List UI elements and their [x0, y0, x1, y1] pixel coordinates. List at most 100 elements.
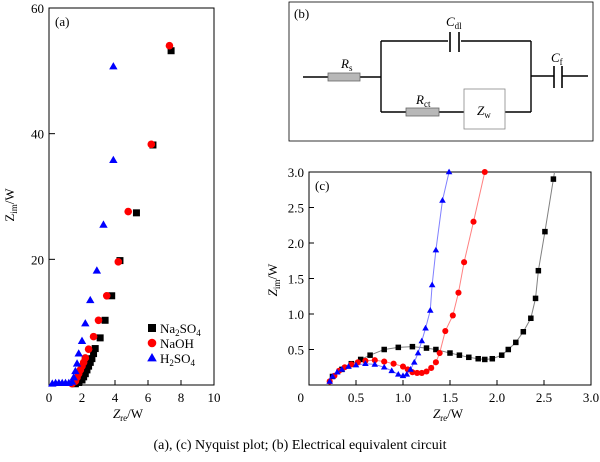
capacitor-cdl [449, 32, 460, 52]
resistor-rs [327, 72, 361, 82]
data-point-na2so4 [83, 366, 91, 374]
data-point-h2so4 [92, 266, 102, 274]
panel-b-label: (b) [294, 6, 309, 21]
figure-caption: (a), (c) Nyquist plot; (b) Electrical eq… [153, 438, 447, 453]
data-point-na2so4 [81, 370, 89, 378]
data-point-h2so4 [422, 324, 429, 331]
data-point-h2so4 [329, 373, 336, 379]
y-tick-label: 2.5 [288, 201, 304, 216]
data-point-naoh [432, 359, 439, 366]
origin-label: 0 [298, 390, 305, 405]
label-cf: Cf [551, 50, 563, 67]
data-point-h2so4 [69, 373, 78, 381]
data-point-naoh [390, 360, 397, 367]
data-point-naoh [147, 140, 156, 149]
data-point-naoh [428, 364, 435, 372]
data-point-h2so4 [395, 370, 402, 377]
data-point-h2so4 [326, 378, 333, 384]
data-point-na2so4 [395, 344, 402, 351]
data-point-na2so4 [409, 343, 416, 350]
data-point-h2so4 [380, 363, 388, 370]
panel-b-equivalent-circuit: (b) Rs Cdl Rct Zw Cf [288, 1, 594, 142]
data-point-na2so4 [357, 356, 364, 363]
data-point-na2so4 [535, 267, 542, 274]
data-point-h2so4 [74, 349, 83, 357]
data-point-naoh [94, 316, 103, 325]
label-zw: Zw [477, 103, 491, 120]
label-rct: Rct [415, 92, 431, 109]
data-point-naoh [102, 291, 111, 300]
x-tick-label: 0 [46, 390, 53, 405]
data-point-na2so4 [88, 355, 96, 363]
data-point-na2so4 [498, 352, 505, 358]
data-point-h2so4 [388, 367, 396, 374]
warburg-element-zw [463, 88, 506, 130]
data-point-h2so4 [109, 155, 118, 163]
legend-marker-naoh [147, 338, 157, 348]
y-tick-label: 2.0 [288, 236, 304, 251]
data-point-na2so4 [475, 355, 481, 362]
data-point-na2so4 [132, 209, 140, 217]
fit-line-na2so4 [332, 172, 556, 377]
data-point-naoh [371, 357, 378, 364]
data-point-na2so4 [456, 352, 463, 358]
resistor-rct [405, 107, 440, 117]
y-tick-label: 3.0 [288, 165, 304, 180]
data-point-h2so4 [345, 363, 352, 369]
data-point-naoh [165, 41, 174, 50]
data-point-h2so4_top [109, 62, 118, 70]
data-point-na2so4 [528, 315, 534, 322]
data-point-naoh [81, 354, 90, 362]
data-point-h2so4 [371, 361, 379, 367]
data-point-na2so4 [90, 350, 98, 358]
x-tick-label: 6 [145, 390, 152, 405]
data-point-na2so4 [532, 295, 539, 302]
data-point-h2so4 [352, 361, 360, 368]
panel-a-frame [48, 7, 215, 386]
data-point-h2so4 [426, 307, 434, 313]
data-point-h2so4 [414, 349, 422, 356]
data-point-h2so4 [77, 336, 87, 344]
panel-c-label: (c) [315, 178, 329, 193]
data-point-h2so4 [362, 360, 369, 367]
data-point-naoh [449, 312, 456, 319]
legend-label-h2so4: H2SO4 [160, 351, 196, 368]
data-point-na2so4 [108, 292, 116, 300]
y-tick-label: 0.5 [288, 343, 304, 358]
panel-b-frame [288, 1, 594, 142]
panel-a-xlabel: Zre/W [113, 406, 144, 423]
x-tick-label: 1.0 [395, 390, 411, 405]
data-point-na2so4 [520, 329, 527, 335]
data-point-na2so4 [423, 345, 430, 351]
data-point-h2so4 [99, 220, 108, 228]
data-point-h2so4 [72, 359, 82, 367]
data-point-naoh [89, 332, 98, 341]
panel-c-xlabel: Zre/W [433, 406, 464, 423]
data-point-na2so4 [381, 346, 387, 353]
data-point-naoh [114, 258, 123, 266]
x-tick-label: 2.5 [536, 390, 552, 405]
data-point-na2so4 [550, 176, 557, 182]
data-point-na2so4 [482, 356, 488, 363]
data-point-naoh [399, 363, 407, 370]
x-tick-label: 4 [112, 390, 119, 405]
data-point-na2so4 [86, 358, 94, 366]
data-point-h2so4 [432, 246, 440, 253]
data-point-h2so4 [418, 337, 426, 344]
data-point-h2so4 [71, 366, 80, 375]
data-point-h2so4 [403, 370, 411, 377]
x-tick-label: 10 [208, 390, 221, 405]
x-tick-label: 0.5 [348, 390, 364, 405]
legend-label-na2so4: Na2SO4 [160, 321, 201, 338]
data-point-naoh [414, 369, 421, 376]
y-tick-label: 40 [31, 127, 44, 142]
fit-line-h2so4 [329, 172, 450, 382]
label-rs: Rs [340, 56, 353, 73]
data-point-naoh [442, 327, 449, 335]
data-point-na2so4 [85, 362, 93, 370]
data-point-h2so4 [86, 295, 95, 304]
y-tick-label: 1.5 [288, 272, 304, 287]
